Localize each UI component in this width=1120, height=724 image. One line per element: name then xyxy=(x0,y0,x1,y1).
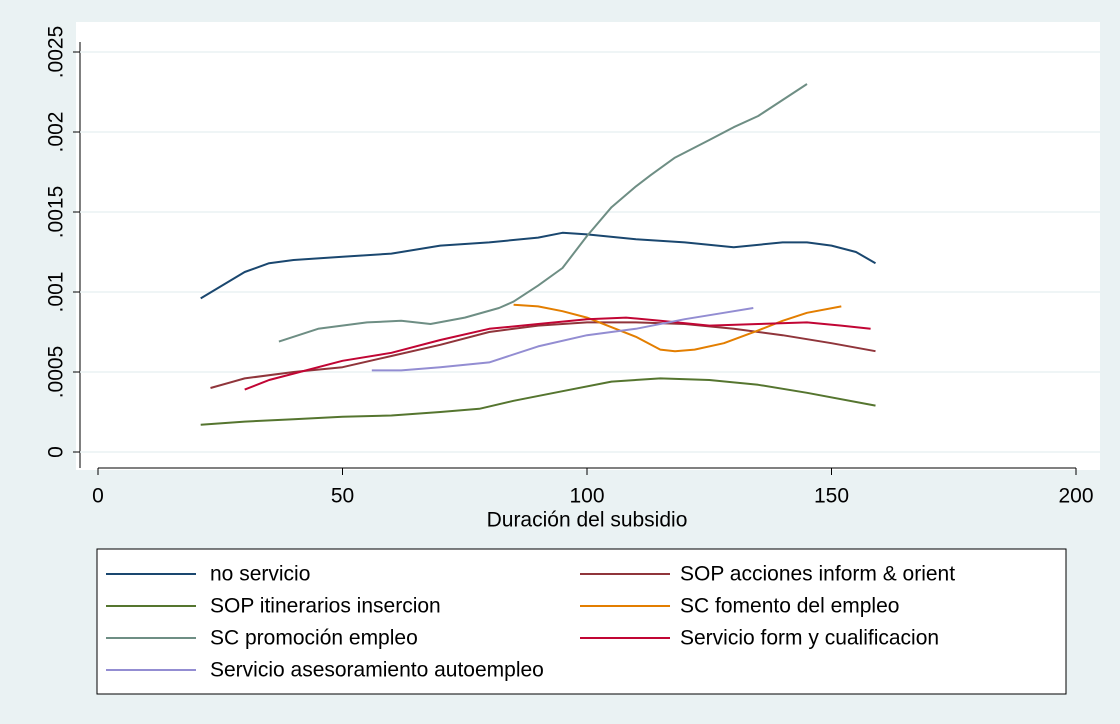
series-line xyxy=(278,83,808,343)
series-line xyxy=(210,321,876,389)
legend-label: SC promoción empleo xyxy=(210,627,418,650)
series-line xyxy=(200,231,876,300)
legend-label: SOP itinerarios insercion xyxy=(210,595,441,618)
series-line xyxy=(200,377,876,426)
x-tick-label: 100 xyxy=(569,485,604,508)
series-line xyxy=(371,307,754,372)
y-tick-label: 0 xyxy=(45,446,68,458)
y-tick-label: .0015 xyxy=(45,186,68,239)
legend-label: SOP acciones inform & orient xyxy=(680,563,955,586)
x-axis-title: Duración del subsidio xyxy=(487,509,688,532)
y-tick-label: .002 xyxy=(45,112,68,153)
x-tick-label: 0 xyxy=(92,485,104,508)
y-tick-label: .001 xyxy=(45,272,68,313)
y-tick-label: .0025 xyxy=(45,26,68,79)
y-tick-label: .0005 xyxy=(45,346,68,399)
plot-region xyxy=(76,22,1100,470)
x-tick-label: 200 xyxy=(1058,485,1093,508)
legend-label: SC fomento del empleo xyxy=(680,595,899,618)
series-line xyxy=(244,316,871,391)
legend-label: Servicio asesoramiento autoempleo xyxy=(210,659,544,682)
legend-label: no servicio xyxy=(210,563,310,586)
x-tick-label: 50 xyxy=(331,485,354,508)
legend-label: Servicio form y cualificacion xyxy=(680,627,939,650)
x-tick-label: 150 xyxy=(814,485,849,508)
